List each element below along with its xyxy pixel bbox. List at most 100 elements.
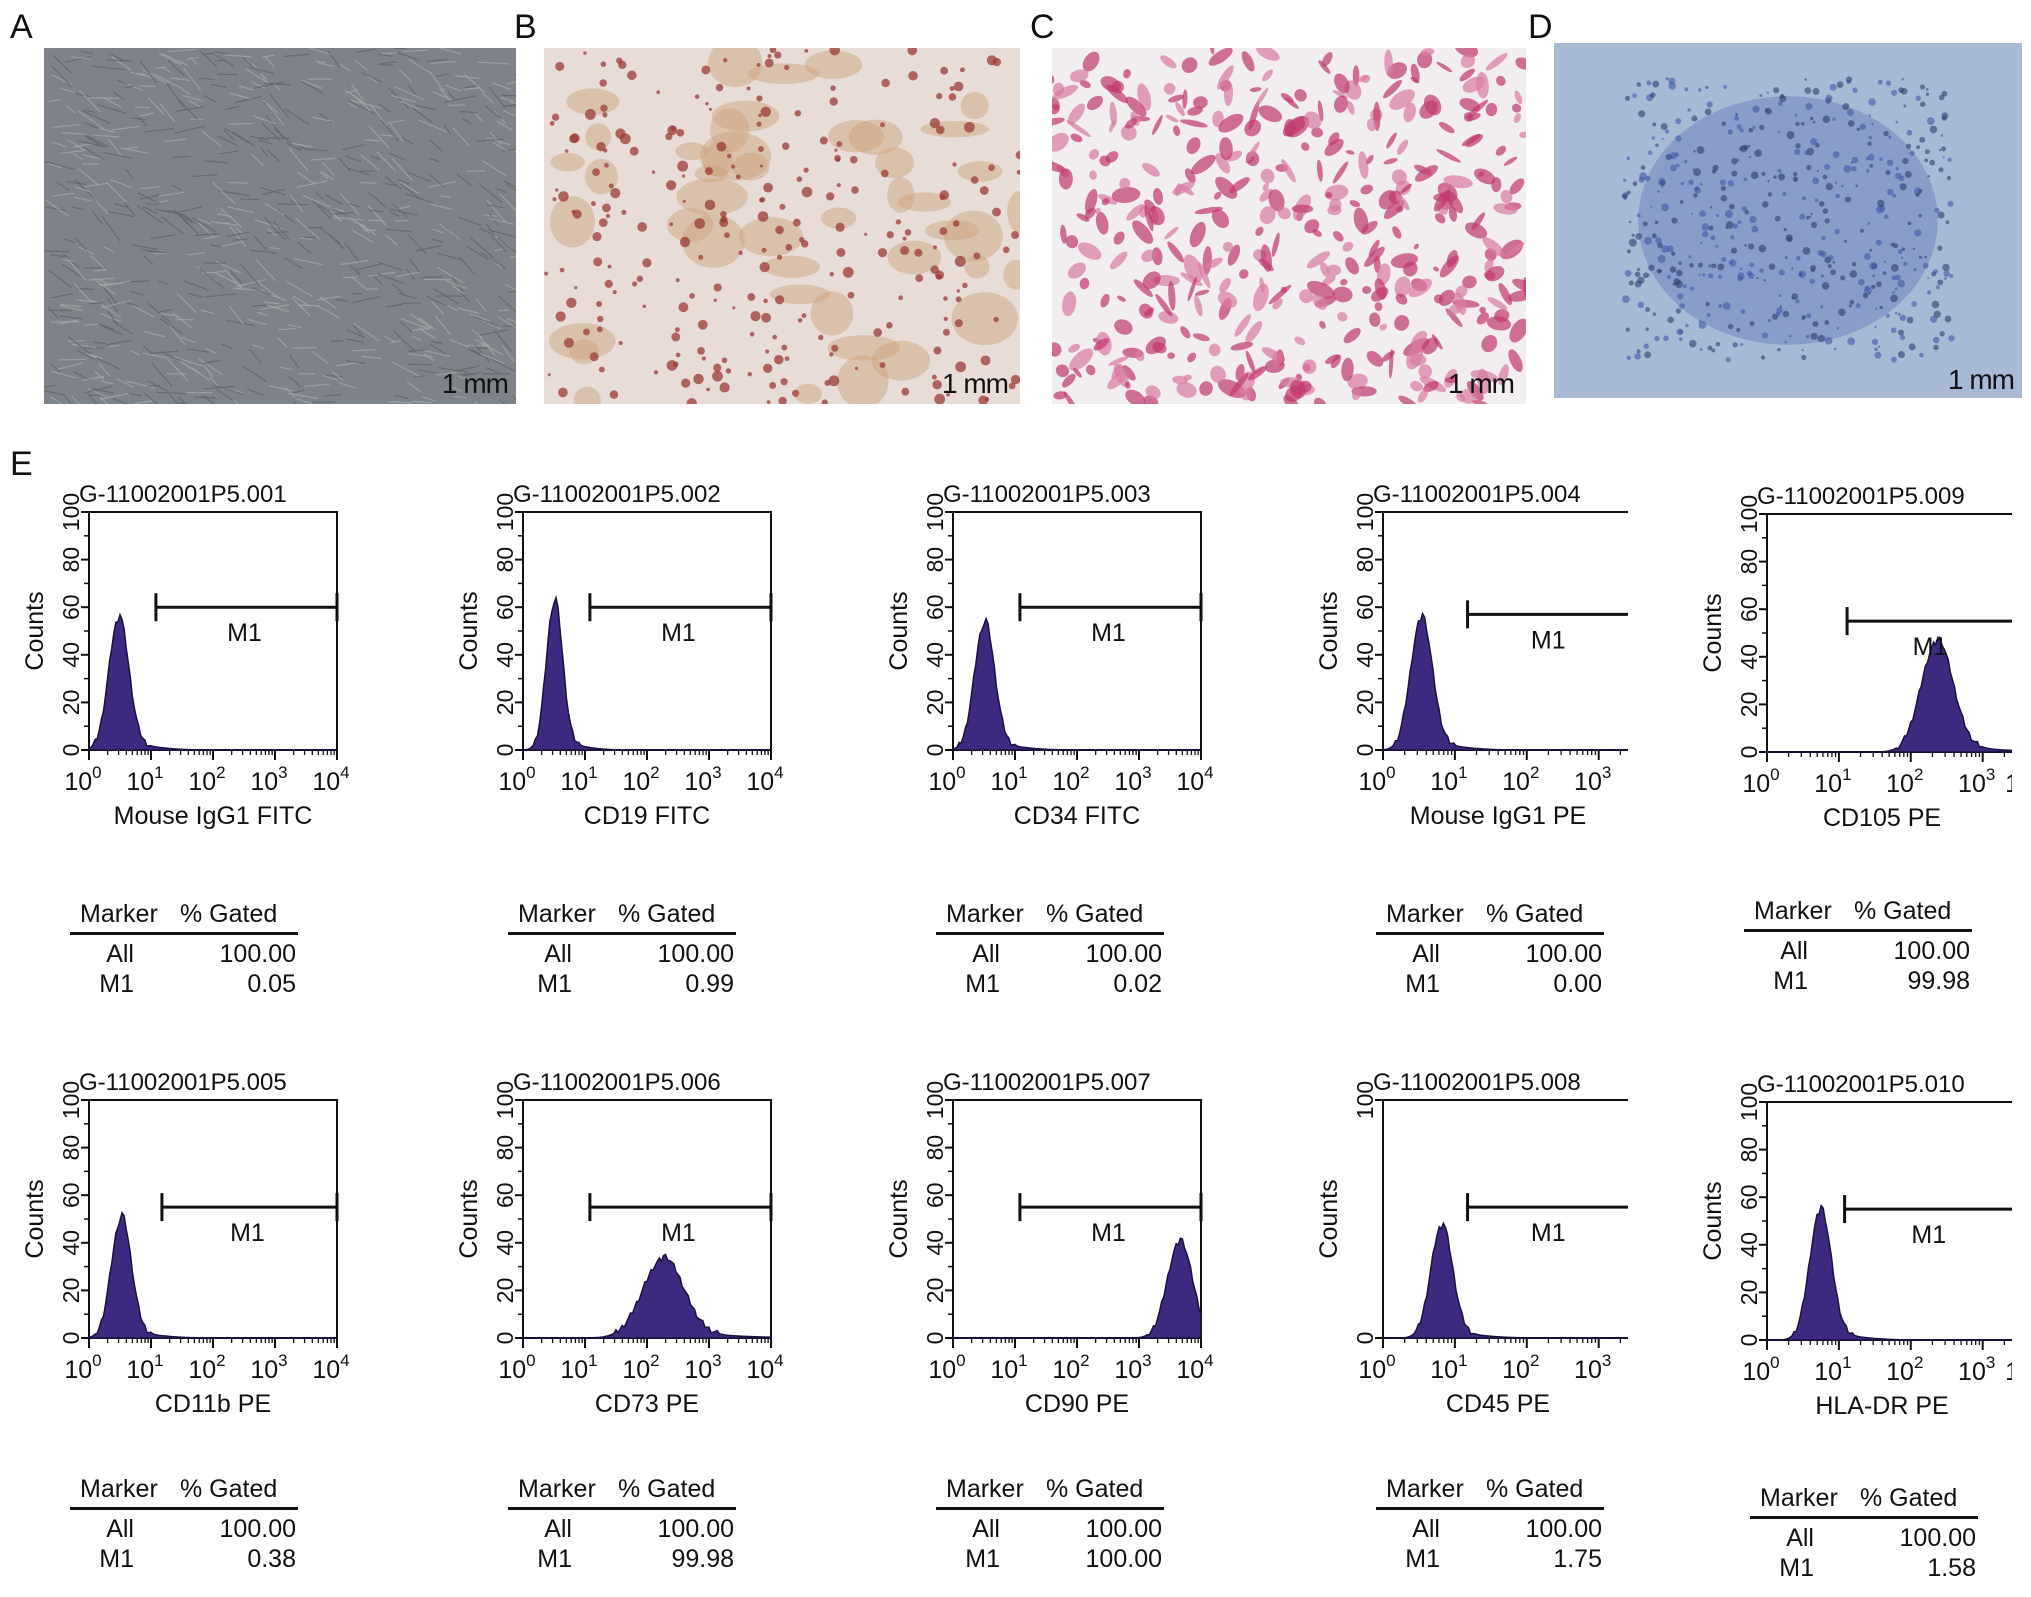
table-cell-marker: All xyxy=(106,1515,134,1543)
table-cell-gated: 100.00 xyxy=(1085,1515,1162,1543)
y-tick-label: 80 xyxy=(1352,547,1378,573)
y-tick-label: 0 xyxy=(922,744,948,757)
x-tick-label: 100 xyxy=(64,1351,101,1384)
table-header-rule xyxy=(936,932,1164,935)
table-cell-marker: M1 xyxy=(1405,970,1440,998)
chart-title: G-11002001P5.001 xyxy=(79,481,287,508)
y-tick-label: 20 xyxy=(1736,1280,1762,1306)
x-tick-label: 103 xyxy=(1958,765,1995,798)
x-tick-label: 100 xyxy=(64,763,101,796)
x-tick-label: 102 xyxy=(622,763,659,796)
table-cell-marker: All xyxy=(544,940,572,968)
table-header-gated: % Gated xyxy=(1046,1475,1144,1503)
x-tick-label: 101 xyxy=(126,1351,163,1384)
table-cell-gated: 100.00 xyxy=(1893,937,1970,965)
table-header-rule xyxy=(70,1507,298,1510)
x-axis-label: CD90 PE xyxy=(1025,1390,1129,1418)
x-tick-label: 101 xyxy=(126,763,163,796)
x-tick-exponent: 1 xyxy=(1018,763,1027,782)
x-tick-exponent: 0 xyxy=(1770,1353,1779,1372)
y-axis-label: Counts xyxy=(1315,1179,1343,1258)
y-tick-label: 0 xyxy=(922,1332,948,1345)
chart-title: G-11002001P5.009 xyxy=(1757,483,1965,510)
table-cell-gated: 100.00 xyxy=(1525,940,1602,968)
micrograph-background xyxy=(544,48,1020,404)
table-header-gated: % Gated xyxy=(618,900,716,928)
y-tick-label: 60 xyxy=(1736,1184,1762,1210)
x-tick-exponent: 1 xyxy=(588,763,597,782)
table-cell-marker: All xyxy=(1412,1515,1440,1543)
x-axis-label: CD45 PE xyxy=(1446,1390,1550,1418)
table-cell-marker: All xyxy=(106,940,134,968)
chart-title: G-11002001P5.002 xyxy=(513,481,721,508)
y-tick-label: 40 xyxy=(1736,644,1762,670)
gate-label: M1 xyxy=(230,1219,265,1247)
histogram-area xyxy=(1383,1221,1633,1339)
table-header-marker: Marker xyxy=(946,1475,1024,1503)
histogram-area xyxy=(523,1253,772,1339)
x-axis-label: CD105 PE xyxy=(1823,804,1941,832)
x-axis-label: HLA-DR PE xyxy=(1815,1392,1948,1420)
plot-frame xyxy=(1766,513,2017,753)
table-header-gated: % Gated xyxy=(1486,1475,1584,1503)
micrograph-d xyxy=(1554,43,2022,398)
x-tick-label: 103 xyxy=(1114,763,1151,796)
y-tick-label: 60 xyxy=(1352,594,1378,620)
histogram-area xyxy=(88,612,337,751)
x-tick-exponent: 1 xyxy=(1458,763,1467,782)
histogram-area xyxy=(1766,1203,2017,1341)
x-tick-exponent: 3 xyxy=(1142,763,1151,782)
x-tick-exponent: 3 xyxy=(1602,1351,1611,1370)
x-tick-exponent: 0 xyxy=(92,1351,101,1370)
panel-label-b: B xyxy=(514,8,537,46)
y-tick-label: 40 xyxy=(58,642,84,668)
panel-label-a: A xyxy=(10,8,33,46)
x-tick-label: 102 xyxy=(188,763,225,796)
scale-bar-c: 1 mm xyxy=(1448,368,1515,399)
x-tick-exponent: 0 xyxy=(1386,763,1395,782)
x-tick-label: 10 xyxy=(2005,1358,2012,1386)
gate-label: M1 xyxy=(227,619,262,647)
panel-label-d: D xyxy=(1528,8,1553,46)
table-cell-gated: 1.75 xyxy=(1553,1545,1602,1573)
x-tick-label: 103 xyxy=(250,1351,287,1384)
chart-title: G-11002001P5.010 xyxy=(1757,1071,1965,1098)
histogram-area xyxy=(952,616,1201,751)
x-tick-label: 101 xyxy=(1430,763,1467,796)
x-tick-exponent: 0 xyxy=(526,1351,535,1370)
x-tick-label: 100 xyxy=(498,1351,535,1384)
x-tick-label: 104 xyxy=(1176,1351,1213,1384)
x-tick-label: 104 xyxy=(746,763,783,796)
y-axis-label: Counts xyxy=(455,1179,483,1258)
table-cell-marker: M1 xyxy=(537,970,572,998)
table-header-rule xyxy=(1376,1507,1604,1510)
y-tick-label: 0 xyxy=(58,1332,84,1345)
y-tick-label: 80 xyxy=(1736,1137,1762,1163)
chart-title: G-11002001P5.005 xyxy=(79,1069,287,1096)
marker-table-4: Marker % Gated All 100.00 M1 0.00 xyxy=(1376,900,1606,1010)
x-axis-label: Mouse IgG1 PE xyxy=(1410,802,1586,830)
x-tick-exponent: 3 xyxy=(1142,1351,1151,1370)
y-tick-label: 100 xyxy=(58,1081,84,1119)
histogram-10: G-11002001P5.010 0 20 40 60 80 100 Counts 100 101… xyxy=(1692,1060,2031,1425)
y-tick-label: 40 xyxy=(1352,642,1378,668)
y-tick-label: 100 xyxy=(1352,1081,1378,1119)
y-axis-label: Counts xyxy=(1315,591,1343,670)
table-cell-marker: M1 xyxy=(965,970,1000,998)
histogram-4: G-11002001P5.004 0 20 40 60 80 100 Counts 100 101… xyxy=(1308,470,1642,835)
x-tick-label: 100 xyxy=(498,763,535,796)
table-header-marker: Marker xyxy=(80,900,158,928)
table-header-gated: % Gated xyxy=(1486,900,1584,928)
table-header-gated: % Gated xyxy=(618,1475,716,1503)
scale-bar-b: 1 mm xyxy=(942,368,1009,399)
y-tick-label: 40 xyxy=(922,1230,948,1256)
y-tick-label: 0 xyxy=(58,744,84,757)
x-tick-exponent: 1 xyxy=(154,1351,163,1370)
histogram-area xyxy=(1382,611,1633,751)
table-cell-marker: M1 xyxy=(99,970,134,998)
gate-label: M1 xyxy=(1091,619,1126,647)
x-tick-label: 100 xyxy=(1742,1353,1779,1386)
chart-title: G-11002001P5.007 xyxy=(943,1069,1151,1096)
x-tick-label: 103 xyxy=(684,1351,721,1384)
table-header-marker: Marker xyxy=(80,1475,158,1503)
